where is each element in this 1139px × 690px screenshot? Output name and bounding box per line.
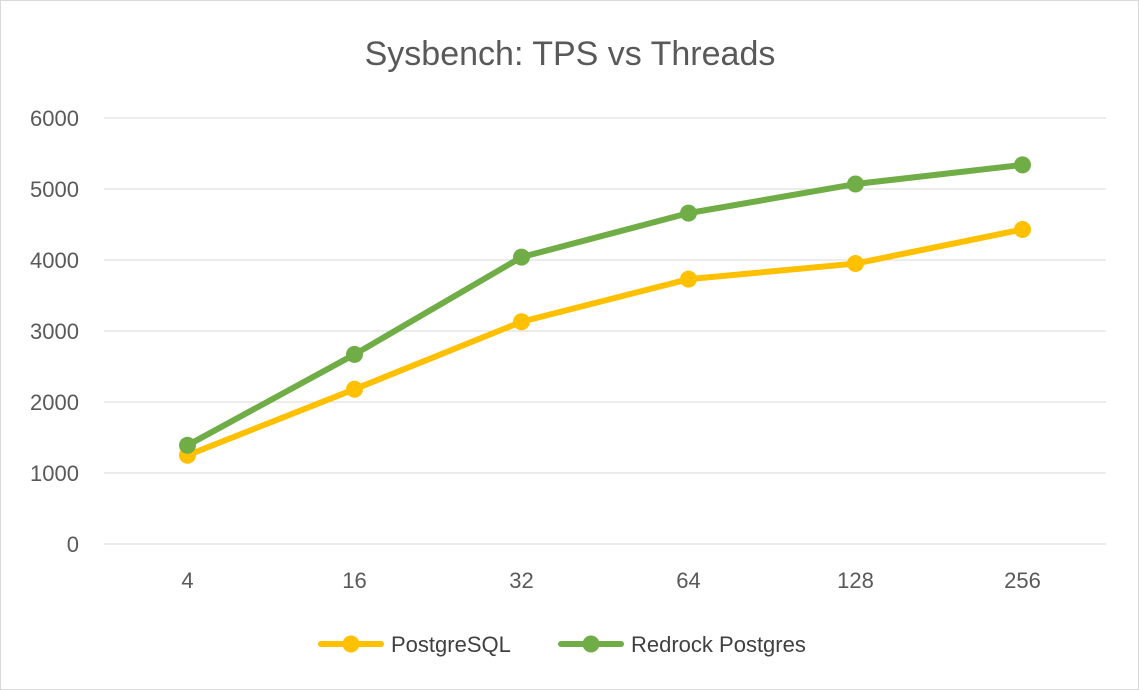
legend-item: Redrock Postgres bbox=[558, 632, 806, 657]
legend-swatch-marker bbox=[582, 635, 600, 653]
legend-item: PostgreSQL bbox=[318, 632, 511, 657]
series-line bbox=[184, 226, 1026, 459]
series-redrock-postgres bbox=[179, 156, 1031, 454]
data-point bbox=[513, 248, 530, 266]
y-tick-label: 3000 bbox=[30, 319, 79, 344]
data-point bbox=[847, 175, 864, 193]
legend-label: PostgreSQL bbox=[391, 632, 511, 657]
x-tick-label: 64 bbox=[676, 568, 700, 593]
data-point bbox=[847, 255, 864, 273]
data-point bbox=[1014, 156, 1031, 174]
legend: PostgreSQL Redrock Postgres bbox=[318, 632, 806, 657]
y-tick-label: 4000 bbox=[30, 248, 79, 273]
y-axis-tick-labels: 0 1000 2000 3000 4000 5000 6000 bbox=[30, 106, 79, 557]
chart-title: Sysbench: TPS vs Threads bbox=[365, 35, 776, 73]
y-tick-label: 1000 bbox=[30, 461, 79, 486]
x-tick-label: 16 bbox=[342, 568, 366, 593]
x-tick-label: 32 bbox=[509, 568, 533, 593]
legend-swatch-marker bbox=[342, 635, 360, 653]
y-tick-label: 5000 bbox=[30, 177, 79, 202]
gridlines bbox=[104, 117, 1106, 545]
series-line bbox=[184, 161, 1026, 449]
y-tick-label: 6000 bbox=[30, 106, 79, 131]
x-tick-label: 128 bbox=[837, 568, 874, 593]
data-point bbox=[680, 270, 697, 288]
x-axis-tick-labels: 4 16 32 64 128 256 bbox=[181, 568, 1040, 593]
data-point bbox=[346, 380, 363, 398]
data-point bbox=[179, 436, 196, 454]
data-point bbox=[680, 204, 697, 222]
data-point bbox=[513, 313, 530, 331]
x-tick-label: 256 bbox=[1004, 568, 1041, 593]
series-postgresql bbox=[179, 220, 1031, 464]
y-tick-label: 2000 bbox=[30, 390, 79, 415]
series-lines bbox=[179, 156, 1031, 464]
data-point bbox=[1014, 220, 1031, 238]
data-point bbox=[346, 345, 363, 363]
y-tick-label: 0 bbox=[67, 532, 79, 557]
x-tick-label: 4 bbox=[181, 568, 193, 593]
legend-label: Redrock Postgres bbox=[631, 632, 806, 657]
